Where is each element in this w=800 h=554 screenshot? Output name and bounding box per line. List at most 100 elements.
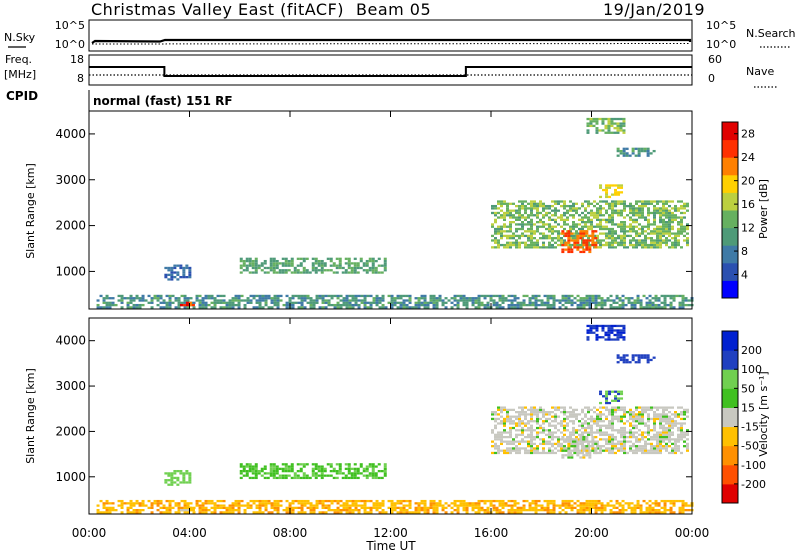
velocity-cell — [650, 438, 653, 441]
power-cell — [551, 227, 554, 231]
velocity-cell — [429, 506, 433, 510]
velocity-cell — [602, 431, 605, 434]
power-cell — [674, 232, 677, 235]
velocity-cell — [542, 449, 545, 452]
velocity-cell — [680, 417, 683, 421]
velocity-cell — [680, 429, 683, 432]
velocity-cell — [521, 438, 524, 441]
power-cell — [267, 306, 271, 309]
velocity-cell — [615, 511, 619, 514]
velocity-cell — [647, 420, 650, 423]
power-cell — [681, 306, 685, 309]
power-cell — [659, 243, 662, 247]
velocity-cell — [686, 429, 689, 432]
power-cell — [671, 218, 674, 221]
velocity-cell — [674, 449, 677, 452]
velocity-cell — [680, 424, 683, 427]
velocity-cell — [590, 426, 593, 430]
velocity-cell — [162, 504, 166, 507]
velocity-cell — [228, 511, 232, 514]
power-cell — [600, 299, 604, 302]
power-cell — [372, 301, 376, 304]
power-cell — [671, 211, 674, 215]
power-cell — [557, 209, 560, 212]
velocity-cell — [587, 411, 590, 414]
velocity-cell — [607, 331, 611, 334]
power-cell — [305, 271, 309, 274]
power-cell — [320, 264, 324, 267]
power-cell — [680, 216, 683, 219]
velocity-cell — [374, 465, 378, 468]
velocity-cell — [405, 499, 409, 503]
velocity-cell — [491, 429, 494, 432]
velocity-colorbar-tick-label: 100 — [741, 363, 762, 376]
power-cell — [563, 221, 566, 224]
velocity-cell — [305, 476, 309, 480]
power-cell — [500, 209, 503, 212]
power-cell — [321, 297, 325, 300]
velocity-cell — [500, 420, 503, 423]
power-cell — [554, 221, 557, 224]
velocity-cell — [162, 506, 166, 510]
power-cell — [518, 200, 521, 203]
velocity-cell — [680, 433, 683, 436]
velocity-cell — [684, 509, 688, 512]
power-cell — [314, 271, 318, 274]
power-cell — [336, 301, 340, 304]
power-cell — [234, 299, 238, 302]
velocity-cell — [129, 504, 133, 507]
velocity-cell — [566, 415, 569, 418]
velocity-cell — [344, 476, 348, 480]
power-cell — [492, 303, 496, 307]
velocity-cell — [533, 406, 536, 409]
velocity-cell — [603, 506, 607, 510]
power-cell — [560, 200, 563, 203]
velocity-cell — [491, 431, 494, 434]
velocity-cell — [656, 442, 659, 446]
power-cell — [674, 216, 677, 219]
power-cell — [611, 216, 614, 219]
power-cell — [527, 207, 530, 210]
velocity-cell — [393, 502, 397, 505]
velocity-cell — [668, 431, 671, 434]
velocity-cell — [642, 511, 646, 514]
power-cell — [371, 271, 375, 274]
velocity-cell — [378, 506, 382, 510]
power-cell — [273, 297, 277, 300]
velocity-cell — [572, 411, 575, 414]
velocity-cell — [608, 411, 611, 414]
velocity-cell — [569, 433, 572, 436]
velocity-cell — [560, 406, 563, 409]
power-cell — [423, 306, 427, 309]
velocity-cell — [546, 502, 550, 505]
velocity-cell — [486, 511, 490, 514]
power-cell — [603, 301, 607, 304]
velocity-cell — [594, 435, 598, 439]
velocity-cell — [500, 433, 503, 436]
velocity-cell — [483, 509, 487, 512]
velocity-cell — [450, 511, 454, 514]
velocity-cell — [366, 511, 370, 514]
velocity-cell — [587, 433, 590, 436]
power-cell — [680, 230, 683, 233]
velocity-cell — [374, 472, 378, 475]
power-cell — [588, 294, 592, 298]
power-cell — [527, 237, 530, 240]
power-cell — [521, 216, 524, 219]
velocity-cell — [285, 509, 289, 512]
velocity-cell — [633, 504, 637, 507]
power-cell — [614, 188, 618, 192]
power-cell — [635, 207, 638, 210]
power-cell — [471, 297, 475, 300]
power-cell — [616, 147, 620, 150]
velocity-cell — [462, 502, 466, 505]
velocity-cell — [650, 417, 653, 421]
velocity-cell — [507, 509, 511, 512]
velocity-cell — [644, 435, 647, 439]
velocity-cell — [219, 511, 223, 514]
velocity-cell — [494, 438, 497, 441]
velocity-cell — [527, 445, 530, 448]
velocity-cell — [635, 406, 638, 409]
velocity-cell — [656, 438, 659, 441]
velocity-cell — [604, 333, 608, 337]
